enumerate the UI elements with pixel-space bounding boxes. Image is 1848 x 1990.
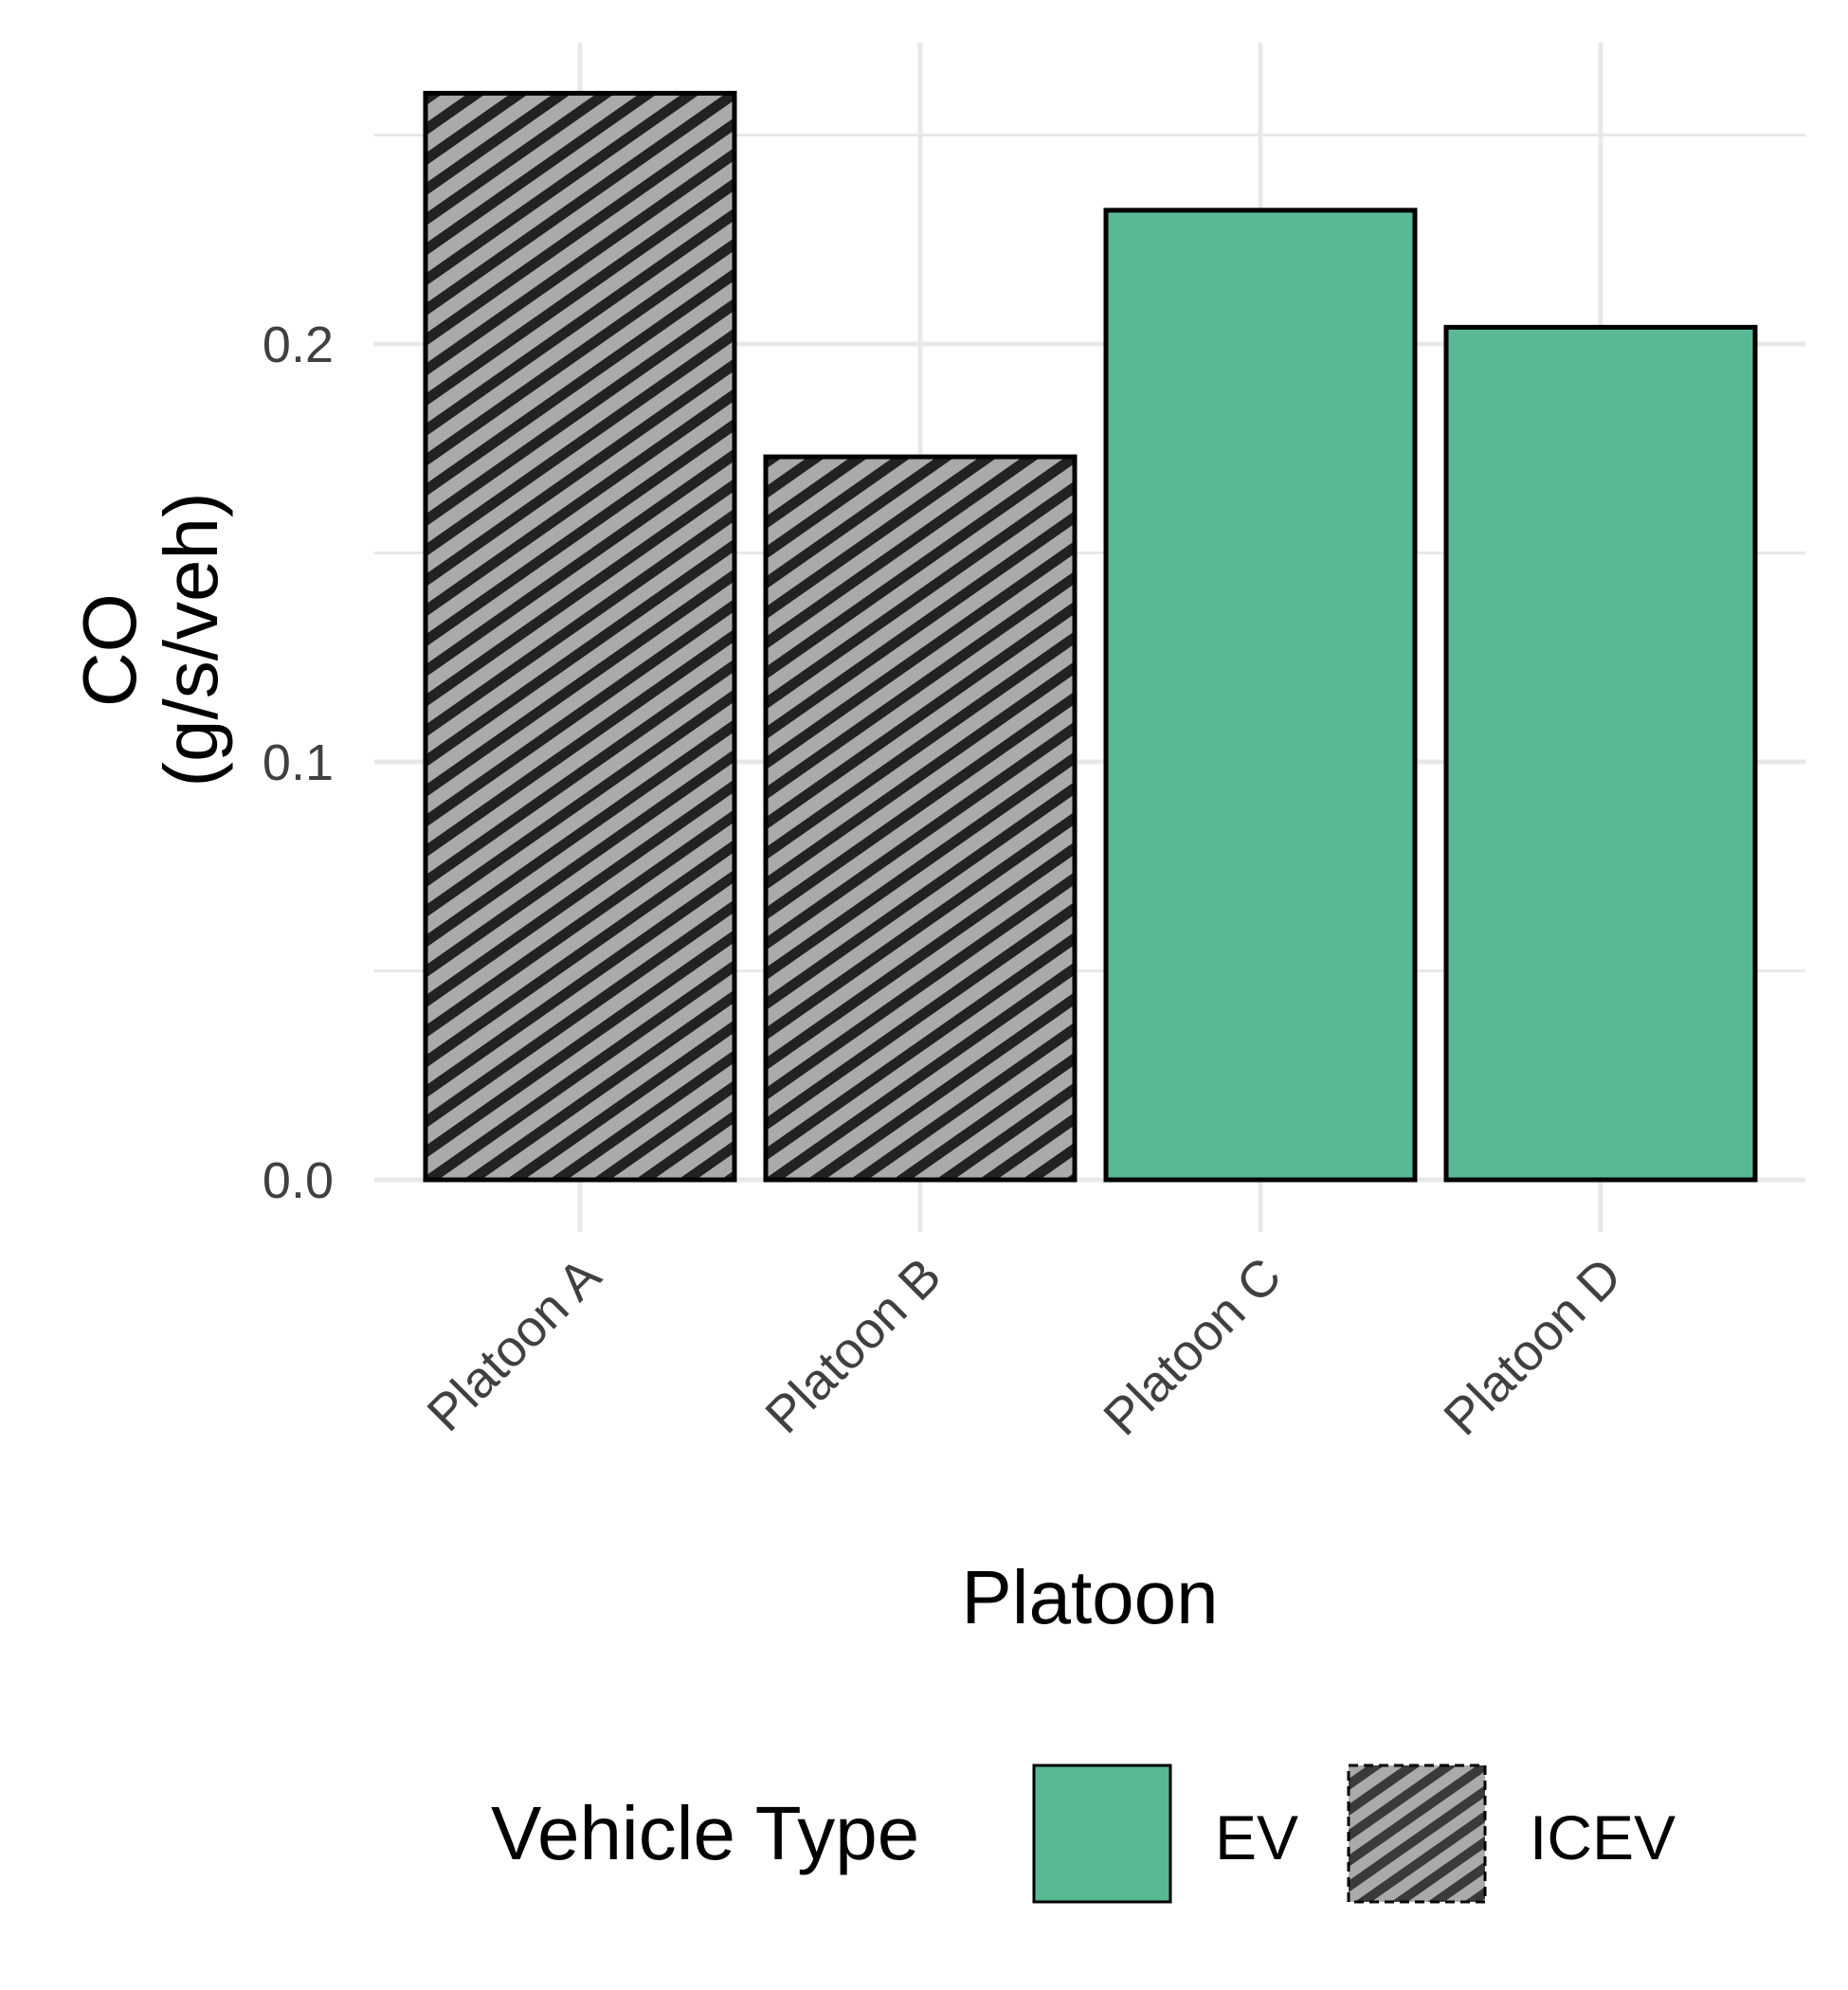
y-tick-label: 0.2 (263, 317, 334, 373)
x-tick-label: Platoon C (1093, 1247, 1292, 1446)
legend-label-ev: EV (1215, 1802, 1298, 1872)
x-tick-label: Platoon A (417, 1247, 612, 1442)
bar-platoon-c (1103, 208, 1418, 1183)
bar-platoon-b (763, 454, 1078, 1183)
legend: Vehicle Type EV ICEV (491, 1764, 1676, 1904)
bars (423, 90, 1758, 1183)
legend-label-icev: ICEV (1530, 1802, 1676, 1872)
y-tick-label: 0.0 (263, 1152, 334, 1209)
legend-key-icev (1347, 1764, 1487, 1904)
x-axis-title: Platoon (961, 1555, 1218, 1639)
y-axis-title: CO (g/s/veh) (67, 492, 233, 787)
x-axis-ticks: Platoon A Platoon B Platoon C Platoon D (417, 1247, 1633, 1446)
y-axis-title-line-1: CO (67, 593, 152, 707)
y-tick-label: 0.1 (263, 734, 334, 791)
legend-key-ev (1032, 1764, 1172, 1904)
bar-platoon-d (1443, 324, 1758, 1183)
y-axis-ticks: 0.0 0.1 0.2 (263, 317, 334, 1209)
bar-platoon-a (423, 90, 737, 1183)
y-axis-title-line-2: (g/s/veh) (149, 492, 233, 787)
legend-title: Vehicle Type (491, 1791, 919, 1875)
x-tick-label: Platoon D (1433, 1247, 1632, 1446)
x-tick-label: Platoon B (754, 1247, 951, 1444)
